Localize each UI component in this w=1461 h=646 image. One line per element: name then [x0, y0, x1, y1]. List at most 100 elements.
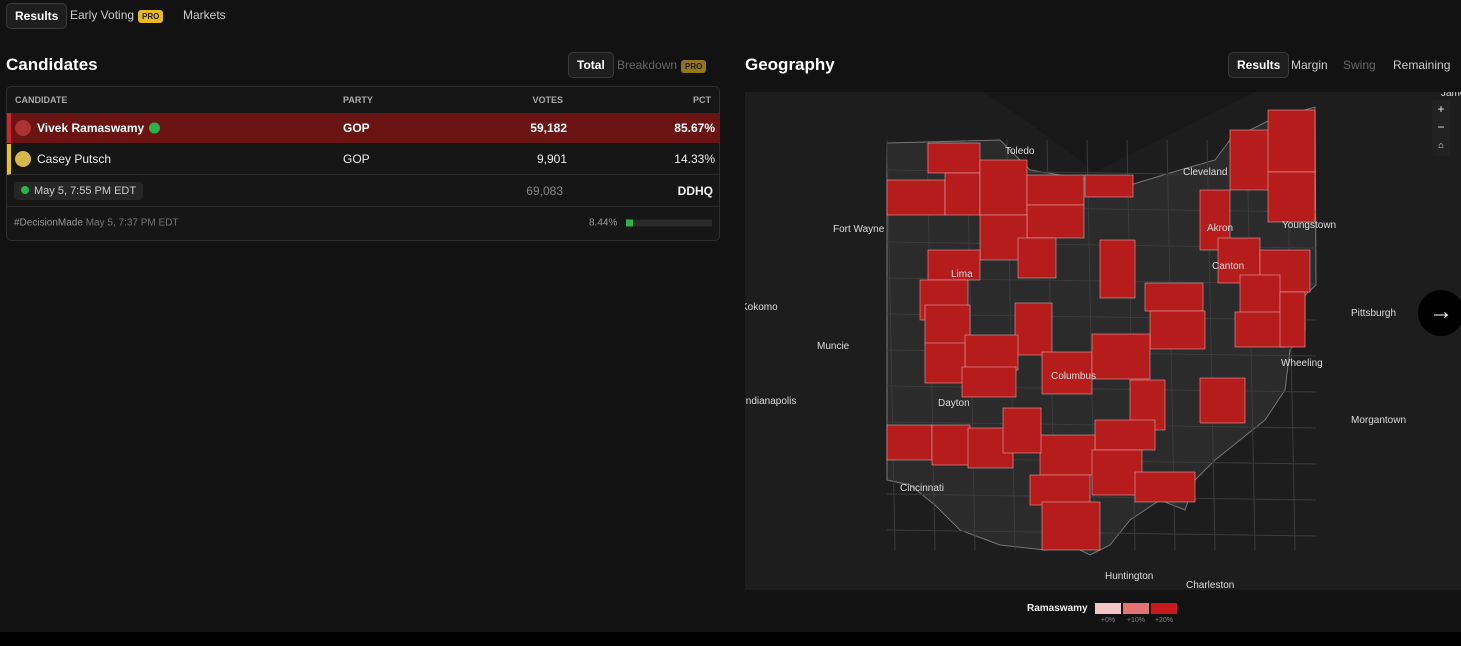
legend-step: +20% [1150, 603, 1178, 624]
place-label: James [1441, 92, 1461, 99]
place-label: Charleston [1186, 580, 1234, 590]
toggle-label: Breakdown [617, 58, 678, 72]
county [924, 304, 971, 346]
county [1017, 237, 1057, 279]
county [1239, 274, 1281, 316]
zoom-in[interactable]: + [1437, 102, 1445, 116]
county [886, 424, 933, 461]
updated-chip: May 5, 7:55 PM EDT [14, 181, 144, 200]
county [1229, 129, 1271, 191]
county [1094, 419, 1156, 451]
place-label: Cleveland [1183, 167, 1227, 178]
county [924, 342, 966, 384]
tab[interactable]: Markets [183, 8, 226, 22]
county [961, 366, 1017, 398]
place-label: Fort Wayne [833, 224, 885, 235]
county [927, 249, 981, 281]
legend: +0% +10% +20% [1094, 603, 1178, 624]
reporting: 8.44% [589, 217, 618, 229]
place-label: Canton [1212, 261, 1244, 272]
pct: 85.67% [674, 121, 715, 135]
source: DDHQ [677, 183, 713, 198]
decision-tag: #DecisionMade [14, 217, 83, 229]
county [1144, 282, 1204, 312]
county [944, 172, 981, 216]
zoom-home[interactable]: ⌂ [1438, 140, 1444, 150]
toggle[interactable]: Breakdown PRO [609, 53, 714, 77]
county [964, 334, 1019, 371]
county [1267, 171, 1316, 223]
place-label: Muncie [817, 341, 850, 352]
header-row: CANDIDATE PARTY VOTES PCT [7, 87, 719, 113]
county [1014, 302, 1053, 356]
lake [982, 92, 1255, 172]
map: Toledo Cleveland Fort Wayne Akron Youngstown… [745, 92, 1461, 590]
county-border [886, 529, 1317, 537]
zoom-out[interactable]: − [1437, 120, 1445, 134]
place-label: Akron [1207, 223, 1233, 234]
next-button[interactable]: → [1418, 290, 1461, 336]
footer-strip [0, 632, 1461, 646]
updated: May 5, 7:55 PM EDT [34, 184, 137, 197]
progress-track [626, 219, 712, 227]
zoom-controls: + − ⌂ [1432, 100, 1450, 156]
candidate-row[interactable]: Casey Putsch GOP 9,901 14.33% [7, 144, 719, 175]
total-votes: 69,083 [526, 183, 563, 198]
name: Vivek Ramaswamy [37, 121, 145, 135]
section-title: Geography [745, 55, 835, 74]
map-tab[interactable]: Margin [1291, 58, 1328, 72]
tab[interactable]: Early Voting PRO [62, 3, 171, 27]
decision-time: May 5, 7:37 PM EDT [85, 217, 179, 229]
th: VOTES [532, 95, 563, 105]
pro-badge: PRO [138, 10, 164, 23]
county [1134, 471, 1196, 503]
th: PARTY [343, 95, 373, 105]
county [1279, 291, 1306, 348]
place-label: Huntington [1105, 571, 1153, 582]
place-label: Columbus [1051, 371, 1096, 382]
place-label: Cincinnati [900, 483, 944, 494]
legend-name: Ramaswamy [1027, 603, 1088, 614]
place-label: Kokomo [745, 302, 778, 313]
legend-step: +0% [1094, 603, 1122, 624]
place-label: Dayton [938, 398, 970, 409]
party: GOP [343, 121, 370, 135]
place-label: Pittsburgh [1351, 308, 1396, 319]
county [931, 424, 971, 466]
section-title: Candidates [6, 55, 98, 74]
county [1091, 333, 1151, 380]
place-label: Youngstown [1282, 220, 1336, 231]
county [1002, 407, 1042, 454]
avatar [15, 120, 31, 136]
tab[interactable]: Results [6, 3, 68, 29]
map-tab[interactable]: Swing [1343, 58, 1376, 72]
county [1029, 474, 1091, 506]
place-label: Morgantown [1351, 415, 1406, 426]
votes: 9,901 [536, 152, 567, 166]
toggle[interactable]: Total [568, 52, 614, 78]
results-table: CANDIDATE PARTY VOTES PCT Vivek Ramaswam… [6, 86, 720, 241]
county [1039, 434, 1096, 476]
place-label: Toledo [1005, 146, 1035, 157]
name: Casey Putsch [37, 152, 112, 166]
county [1041, 351, 1093, 395]
county [1026, 204, 1085, 239]
map-tab[interactable]: Remaining [1393, 58, 1451, 72]
pro-badge: PRO [681, 60, 707, 73]
county [1267, 109, 1316, 173]
votes: 59,182 [530, 121, 567, 135]
county [927, 142, 981, 174]
county [886, 179, 946, 216]
county-border [886, 493, 1317, 501]
legend-step: +10% [1122, 603, 1150, 624]
county [1091, 449, 1143, 496]
decision-row: #DecisionMade May 5, 7:37 PM EDT 8.44% [7, 207, 719, 239]
tab-label: Early Voting [70, 8, 135, 22]
candidate-row[interactable]: Vivek Ramaswamy GOP 59,182 85.67% [7, 113, 719, 143]
place-label: Indianapolis [745, 396, 796, 407]
legend-label: +10% [1126, 617, 1146, 624]
map-tab[interactable]: Results [1228, 52, 1290, 78]
th: CANDIDATE [15, 95, 68, 105]
progress-bar [626, 219, 634, 227]
